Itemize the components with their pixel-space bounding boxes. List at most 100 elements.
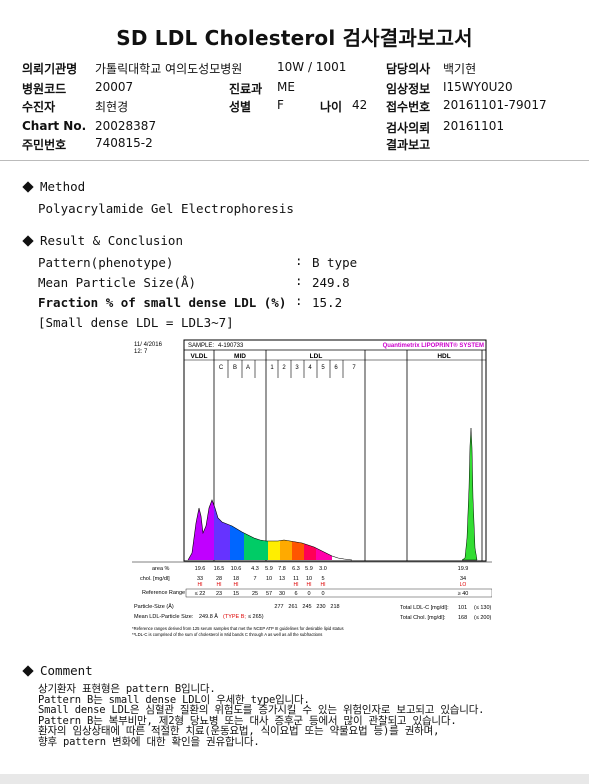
mean-size-value: 249.8 Å xyxy=(199,613,218,620)
total-ldl-ref: (≤ 130) xyxy=(474,605,492,611)
chart-no-value: 20028387 xyxy=(95,119,157,133)
particle-size-value: 230 xyxy=(316,604,325,610)
request-value: 20161101 xyxy=(443,119,505,133)
comment-line: Small dense LDL은 심혈관 질환의 위험도를 증가시킬 수 있는 … xyxy=(38,704,485,717)
comment-line: 환자의 임상상태에 따른 적절한 치료(운동요법, 식이요법 또는 약물요법 등… xyxy=(38,725,440,738)
flag-value: HI xyxy=(198,582,203,588)
chart-no-label: Chart No. xyxy=(22,119,87,133)
total-ldl-label: Total LDL-C [mg/dl]: xyxy=(400,605,449,611)
mean-type-value: (TYPE B; xyxy=(223,614,246,620)
mean-ref-value: ≤ 265) xyxy=(248,614,264,620)
ldl-subband-label: 7 xyxy=(352,365,356,371)
doctor-label: 담당의사 xyxy=(386,62,431,76)
method-heading: Method xyxy=(22,179,85,194)
ref-range-value: 15 xyxy=(233,591,239,597)
chol-value: 28 xyxy=(216,576,222,582)
chol-value: 7 xyxy=(253,576,256,582)
band-area-mid-b xyxy=(230,525,244,560)
area-row-label: area % xyxy=(152,566,170,572)
band-area-ldl-4 xyxy=(304,543,316,560)
chol-value: 10 xyxy=(306,576,312,582)
band-label-ldl: LDL xyxy=(310,353,323,360)
method-text: Polyacrylamide Gel Electrophoresis xyxy=(38,201,294,216)
pattern-label: Pattern(phenotype) xyxy=(38,255,174,270)
area-pct-value: 6.3 xyxy=(292,566,300,572)
brand-text: Quantimetrix LIPOPRINT® SYSTEM xyxy=(383,342,484,349)
band-area-mid-c xyxy=(214,505,230,560)
colon-sep: : xyxy=(295,273,303,288)
area-pct-value: 10.6 xyxy=(231,566,242,572)
ldl-subband-label: 1 xyxy=(270,365,274,371)
chol-row-label: chol. [mg/dl] xyxy=(140,576,170,582)
doctor-value: 백기현 xyxy=(443,62,477,76)
chol-value: 5 xyxy=(321,576,324,582)
ref-range-value: 30 xyxy=(279,591,285,597)
ref-range-value: 23 xyxy=(216,591,222,597)
chol-value: 33 xyxy=(197,576,203,582)
band-label-mid: MID xyxy=(234,353,246,360)
particle-size-value: 218 xyxy=(330,604,339,610)
ldl-subband-label: 6 xyxy=(334,365,338,371)
mid-subband-label: A xyxy=(246,365,250,371)
report-label: 결과보고 xyxy=(386,138,431,152)
sex-label: 성별 xyxy=(229,100,252,114)
dept-value: ME xyxy=(277,80,295,94)
size-label: Mean Particle Size(Å) xyxy=(38,275,197,290)
mid-subband-label: B xyxy=(233,365,237,371)
area-pct-value: 3.0 xyxy=(319,566,327,572)
comment-heading: Comment xyxy=(22,663,93,678)
band-label-vldl: VLDL xyxy=(191,353,208,360)
hospital-code-value: 20007 xyxy=(95,80,134,94)
sex-value: F xyxy=(277,98,284,112)
total-chol-ref: (≤ 200) xyxy=(474,615,492,621)
ref-range-value: 0 xyxy=(307,591,310,597)
header-divider xyxy=(0,160,589,161)
area-pct-value: 4.3 xyxy=(251,566,259,572)
flag-value: LO xyxy=(460,582,467,588)
diamond-bullet-icon xyxy=(22,235,34,247)
band-label-hdl: HDL xyxy=(437,353,450,360)
colon-sep: : xyxy=(295,293,303,308)
hospital-code-label: 병원코드 xyxy=(22,82,67,96)
band-area-ldl-2 xyxy=(280,540,292,560)
area-pct-value: 7.8 xyxy=(278,566,286,572)
chart-frame xyxy=(183,339,487,562)
ref-range-value: ≥ 40 xyxy=(458,591,469,597)
institution-label: 의뢰기관명 xyxy=(22,62,78,76)
pattern-value: B type xyxy=(312,255,358,270)
total-chol-label: Total Chol. [mg/dl]: xyxy=(400,615,446,621)
band-area-hdl xyxy=(461,427,478,561)
area-pct-value: 5.9 xyxy=(265,566,273,572)
flag-value: HI xyxy=(294,582,299,588)
comment-body: 상기환자 표현형은 pattern B입니다. Pattern B는 small… xyxy=(38,684,485,748)
flag-value: HI xyxy=(234,582,239,588)
total-chol-value: 168 xyxy=(458,615,467,621)
patient-value: 최현경 xyxy=(95,100,129,114)
band-area-ldl-1 xyxy=(268,540,280,560)
clinical-value: I15WY0U20 xyxy=(443,80,513,94)
profile-curve xyxy=(187,499,353,561)
page-bottom-bar xyxy=(0,774,589,784)
id-label: 주민번호 xyxy=(22,138,67,152)
dept-label: 진료과 xyxy=(229,82,263,96)
footnote-1: *Reference ranges derived from 125 serum… xyxy=(132,626,344,631)
diamond-bullet-icon xyxy=(22,181,34,193)
comment-line: 향후 pattern 변화에 대한 확인을 권유합니다. xyxy=(38,735,260,748)
ref-range-value: 0 xyxy=(321,591,324,597)
ref-range-value: 25 xyxy=(252,591,258,597)
ldl-subband-label: 2 xyxy=(282,365,286,371)
institution-value: 가톨릭대학교 여의도성모병원 xyxy=(95,62,243,76)
id-value: 740815-2 xyxy=(95,136,153,150)
band-area-vldl xyxy=(188,500,214,560)
chol-value: 34 xyxy=(460,576,466,582)
area-pct-value: 5.9 xyxy=(305,566,313,572)
band-area-ldl-5 xyxy=(316,548,332,560)
flag-value: HI xyxy=(321,582,326,588)
particle-size-value: 261 xyxy=(288,604,297,610)
sd-ldl-note: [Small dense LDL = LDL3~7] xyxy=(38,315,234,330)
comment-line: Pattern B는 복부비만, 제2형 당뇨병 또는 대사 증후군 등에서 많… xyxy=(38,714,457,727)
receipt-label: 접수번호 xyxy=(386,100,431,114)
receipt-value: 20161101-79017 xyxy=(443,98,547,112)
diamond-bullet-icon xyxy=(22,665,34,677)
